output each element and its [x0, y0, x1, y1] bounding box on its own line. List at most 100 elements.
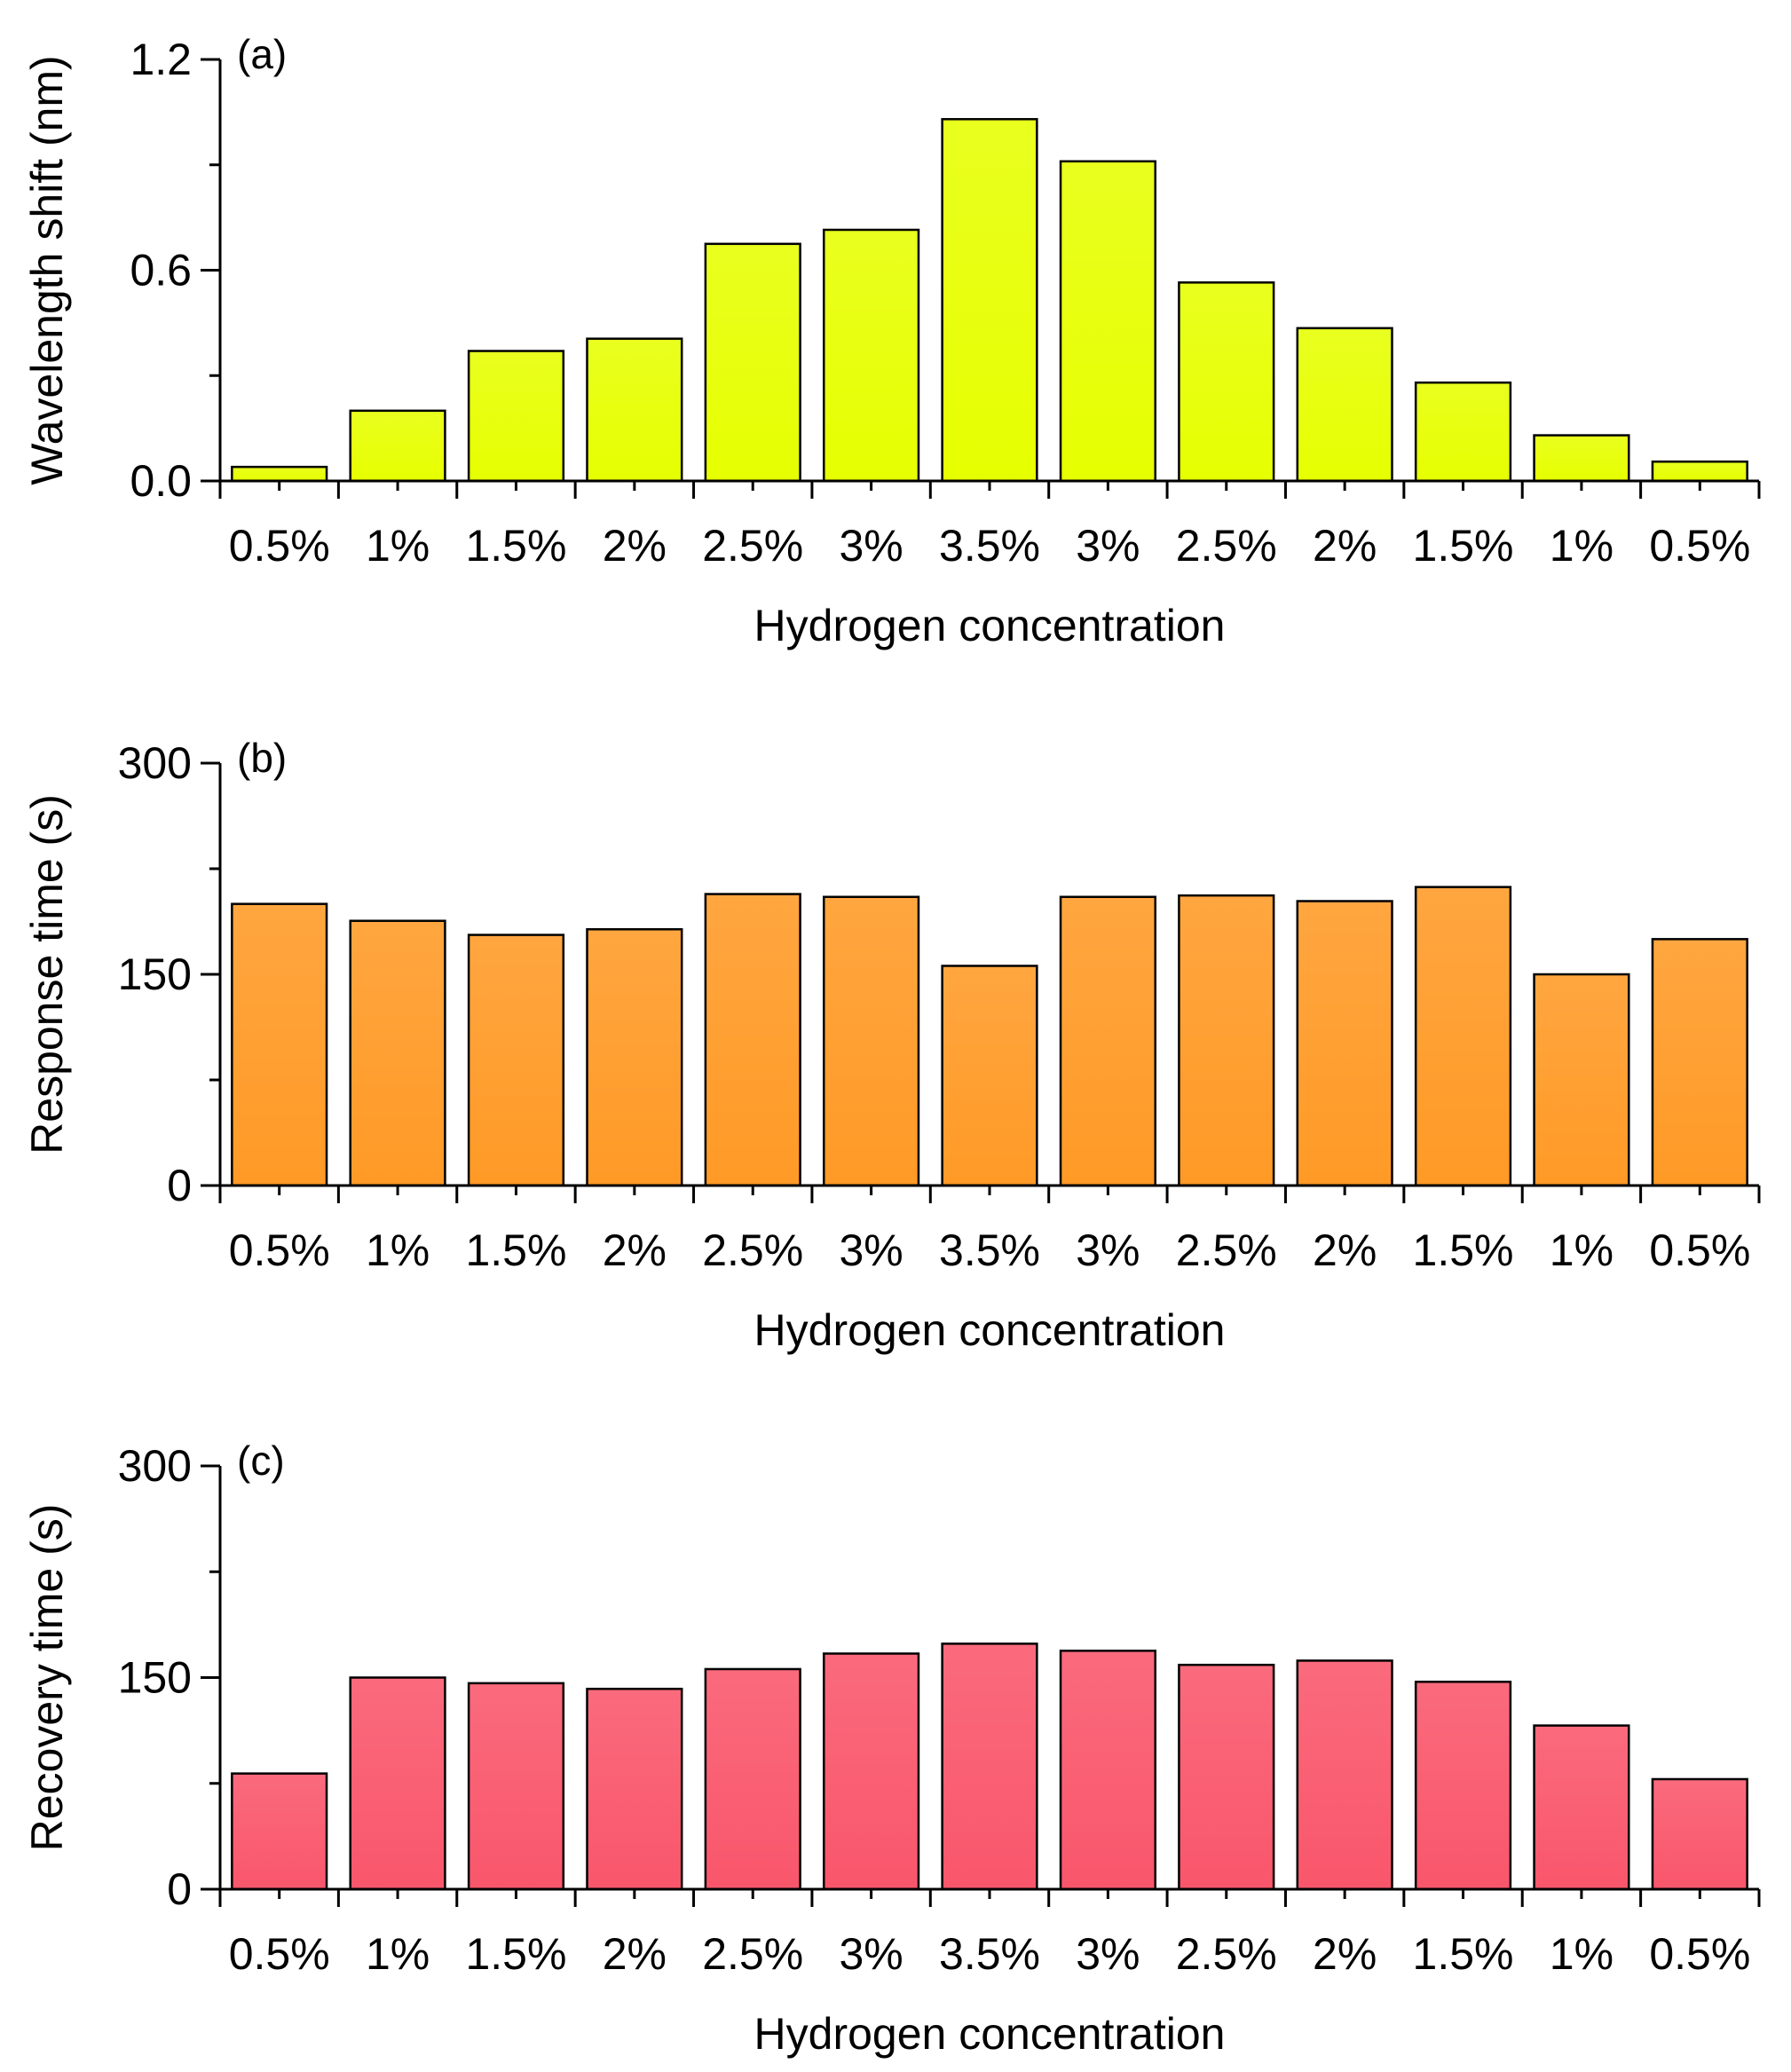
x-tick-label: 3% — [839, 521, 903, 571]
x-tick-label: 2.5% — [702, 521, 803, 571]
bar — [1178, 281, 1275, 483]
panel-label: (c) — [237, 1438, 285, 1484]
x-tick-label: 1% — [366, 1225, 430, 1275]
x-tick-label: 2% — [603, 1225, 667, 1275]
x-tick-label: 3.5% — [939, 521, 1040, 571]
y-tick-label: 0.0 — [130, 456, 192, 506]
x-tick-label: 0.5% — [229, 521, 330, 571]
y-tick-label: 0 — [167, 1864, 192, 1914]
bar — [1296, 327, 1393, 483]
bar — [231, 902, 328, 1187]
y-tick-label: 0 — [167, 1161, 192, 1210]
bar — [1533, 973, 1630, 1187]
y-axis-title: Recovery time (s) — [22, 1504, 72, 1852]
x-tick-label: 3% — [1076, 1225, 1140, 1275]
x-tick-label: 2.5% — [1176, 1225, 1277, 1275]
bar — [1178, 1663, 1275, 1891]
x-tick-label: 3% — [839, 1929, 903, 1979]
panel-label: (b) — [237, 735, 287, 781]
bar — [941, 118, 1038, 483]
x-tick-label: 2.5% — [702, 1225, 803, 1275]
bar — [823, 1652, 920, 1891]
x-tick-label: 1% — [366, 521, 430, 571]
bar — [1059, 160, 1156, 483]
bar — [704, 1667, 801, 1891]
bar — [941, 1643, 1038, 1891]
bar — [586, 1687, 683, 1891]
bar — [349, 919, 446, 1187]
panel-label: (a) — [237, 31, 287, 77]
x-tick-label: 2% — [1313, 1929, 1377, 1979]
bar — [941, 965, 1038, 1187]
bar — [1651, 460, 1748, 483]
x-axis-title: Hydrogen concentration — [754, 1305, 1226, 1355]
bar — [1414, 1681, 1512, 1891]
bar — [1533, 434, 1630, 483]
x-tick-label: 0.5% — [1649, 1225, 1750, 1275]
x-tick-label: 1% — [1550, 1225, 1613, 1275]
bar — [1414, 381, 1512, 483]
bar — [823, 228, 920, 483]
x-tick-label: 1.5% — [465, 1929, 566, 1979]
x-axis-title: Hydrogen concentration — [754, 2009, 1226, 2059]
chart-panel-2: 0 150 300 0.5% 1% 1.5% 2% 2.5% 3% 3.5% 3% 2.5% 2% 1.5… — [22, 735, 1761, 1355]
y-tick-label: 150 — [118, 949, 192, 999]
x-tick-label: 3.5% — [939, 1225, 1040, 1275]
x-tick-label: 1% — [366, 1929, 430, 1979]
bar — [1296, 900, 1393, 1187]
bar — [1059, 895, 1156, 1187]
x-tick-label: 2.5% — [1176, 521, 1277, 571]
x-tick-label: 3% — [1076, 521, 1140, 571]
x-tick-label: 1.5% — [1413, 1929, 1514, 1979]
y-axis-title: Wavelength shift (nm) — [22, 55, 72, 485]
x-tick-label: 3% — [839, 1225, 903, 1275]
x-tick-label: 2% — [1313, 1225, 1377, 1275]
bar — [1533, 1724, 1630, 1891]
chart-panel-1: 0.0 0.6 1.2 0.5% 1% 1.5% 2% 2.5% 3% 3.5% 3% 2.5% 2% 1… — [22, 31, 1761, 650]
x-tick-label: 1% — [1550, 1929, 1613, 1979]
x-tick-label: 1.5% — [465, 521, 566, 571]
x-tick-label: 1% — [1550, 521, 1613, 571]
bar — [231, 465, 328, 483]
x-tick-label: 0.5% — [229, 1929, 330, 1979]
x-tick-label: 1.5% — [1413, 521, 1514, 571]
x-tick-label: 2% — [1313, 521, 1377, 571]
y-tick-label: 300 — [118, 1441, 192, 1491]
y-tick-label: 150 — [118, 1653, 192, 1703]
x-tick-label: 0.5% — [1649, 521, 1750, 571]
x-tick-label: 1.5% — [465, 1225, 566, 1275]
x-tick-label: 0.5% — [229, 1225, 330, 1275]
bar — [467, 934, 565, 1187]
y-tick-label: 300 — [118, 738, 192, 788]
x-tick-label: 3% — [1076, 1929, 1140, 1979]
bar — [467, 350, 565, 483]
bar — [1651, 1777, 1748, 1891]
bar — [467, 1682, 565, 1891]
bar — [1296, 1659, 1393, 1891]
bar — [1414, 886, 1512, 1187]
y-axis-title: Response time (s) — [22, 794, 72, 1154]
x-tick-label: 2% — [603, 1929, 667, 1979]
bar — [349, 1676, 446, 1891]
x-tick-label: 3.5% — [939, 1929, 1040, 1979]
bar — [1059, 1650, 1156, 1891]
bar — [1651, 938, 1748, 1187]
chart-panel-3: 0 150 300 0.5% 1% 1.5% 2% 2.5% 3% 3.5% 3% 2.5% 2% 1.5… — [22, 1438, 1761, 2059]
bar — [823, 895, 920, 1187]
x-tick-label: 2% — [603, 521, 667, 571]
bar — [704, 242, 801, 483]
x-axis-title: Hydrogen concentration — [754, 601, 1226, 650]
x-tick-label: 0.5% — [1649, 1929, 1750, 1979]
bar — [586, 927, 683, 1187]
bar — [586, 337, 683, 483]
x-tick-label: 1.5% — [1413, 1225, 1514, 1275]
y-tick-label: 0.6 — [130, 246, 192, 295]
x-tick-label: 2.5% — [702, 1929, 803, 1979]
bar — [231, 1772, 328, 1891]
y-tick-label: 1.2 — [130, 35, 192, 84]
bar — [349, 409, 446, 483]
bar — [704, 893, 801, 1187]
bar — [1178, 894, 1275, 1187]
x-tick-label: 2.5% — [1176, 1929, 1277, 1979]
